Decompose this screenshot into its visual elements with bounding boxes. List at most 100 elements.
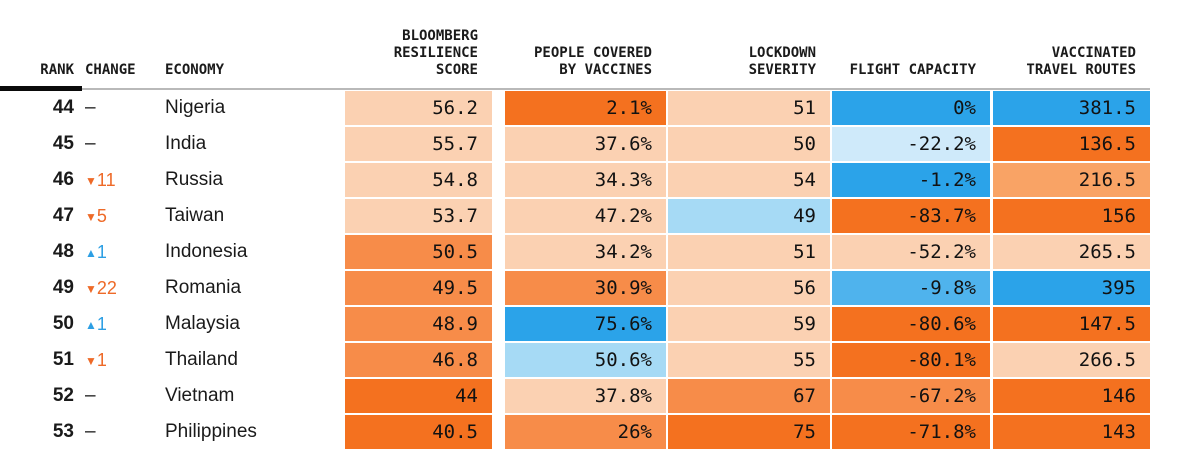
lockdown-severity-cell: 49: [668, 199, 830, 233]
economy-name: Malaysia: [165, 313, 240, 334]
lockdown-severity-cell: 56: [668, 271, 830, 305]
table-row: 47 ▼5 Taiwan 53.7 47.2% 49 -83.7% 156: [0, 198, 1200, 234]
change-cell: ▲1: [85, 234, 163, 270]
change-value: 22: [96, 278, 117, 298]
vaccines-coverage-cell: 34.3%: [505, 163, 666, 197]
vaccines-coverage-cell: 30.9%: [505, 271, 666, 305]
table-row: 51 ▼1 Thailand 46.8 50.6% 55 -80.1% 266.…: [0, 342, 1200, 378]
resilience-score-cell: 48.9: [345, 307, 492, 341]
change-cell: ▼1: [85, 342, 163, 378]
lockdown-severity-cell: 50: [668, 127, 830, 161]
change-direction-icon: ▼: [85, 174, 97, 188]
flight-capacity-cell: -71.8%: [832, 415, 990, 449]
change-cell: ▲1: [85, 306, 163, 342]
col-header-line: BY VACCINES: [559, 62, 652, 78]
travel-routes-cell: 266.5: [993, 343, 1150, 377]
col-header-line: VACCINATED: [1051, 45, 1136, 61]
resilience-score-cell: 54.8: [345, 163, 492, 197]
change-value: 5: [96, 206, 107, 226]
flight-capacity-cell: -67.2%: [832, 379, 990, 413]
lockdown-severity-cell: 67: [668, 379, 830, 413]
rank-value: 52: [52, 385, 74, 406]
change-value: 1: [96, 242, 107, 262]
change-direction-icon: ▲: [85, 318, 97, 332]
economy-name: Vietnam: [165, 385, 235, 406]
economy-name: Taiwan: [165, 205, 225, 226]
flight-capacity-cell: -22.2%: [832, 127, 990, 161]
col-header-line: LOCKDOWN: [748, 45, 816, 61]
flight-capacity-cell: -80.1%: [832, 343, 990, 377]
col-header-flight-capacity: FLIGHT CAPACITY: [832, 62, 976, 79]
flight-capacity-cell: -9.8%: [832, 271, 990, 305]
col-header-change: CHANGE: [85, 62, 136, 78]
table-row: 49 ▼22 Romania 49.5 30.9% 56 -9.8% 395: [0, 270, 1200, 306]
flight-capacity-cell: -52.2%: [832, 235, 990, 269]
lockdown-severity-cell: 54: [668, 163, 830, 197]
table-row: 48 ▲1 Indonesia 50.5 34.2% 51 -52.2% 265…: [0, 234, 1200, 270]
change-direction-icon: –: [85, 385, 96, 406]
table-row: 52 – Vietnam 44 37.8% 67 -67.2% 146: [0, 378, 1200, 414]
resilience-score-cell: 44: [345, 379, 492, 413]
rank-value: 50: [52, 313, 74, 334]
table-row: 44 – Nigeria 56.2 2.1% 51 0% 381.5: [0, 90, 1200, 126]
lockdown-severity-cell: 59: [668, 307, 830, 341]
change-cell: –: [85, 414, 163, 450]
lockdown-severity-cell: 75: [668, 415, 830, 449]
col-header-rank: RANK: [40, 62, 74, 78]
change-value: 1: [96, 350, 107, 370]
economy-name: India: [165, 133, 207, 154]
change-value: 1: [96, 314, 107, 334]
resilience-score-cell: 50.5: [345, 235, 492, 269]
change-direction-icon: ▲: [85, 246, 97, 260]
vaccines-coverage-cell: 75.6%: [505, 307, 666, 341]
travel-routes-cell: 156: [993, 199, 1150, 233]
lockdown-severity-cell: 55: [668, 343, 830, 377]
economy-name: Romania: [165, 277, 242, 298]
col-header-line: SEVERITY: [748, 62, 816, 78]
travel-routes-cell: 147.5: [993, 307, 1150, 341]
header-rule-black: [0, 86, 82, 91]
table-row: 46 ▼11 Russia 54.8 34.3% 54 -1.2% 216.5: [0, 162, 1200, 198]
table-body: 44 – Nigeria 56.2 2.1% 51 0% 381.5 45 – …: [0, 90, 1200, 450]
rank-value: 48: [52, 241, 74, 262]
economy-name: Nigeria: [165, 97, 226, 118]
col-header-line: RESILIENCE: [393, 45, 478, 61]
change-cell: ▼11: [85, 162, 163, 198]
change-direction-icon: –: [85, 421, 96, 442]
economy-name: Indonesia: [165, 241, 248, 262]
col-header-line: PEOPLE COVERED: [533, 45, 652, 61]
resilience-score-cell: 53.7: [345, 199, 492, 233]
change-direction-icon: ▼: [85, 282, 97, 296]
vaccines-coverage-cell: 47.2%: [505, 199, 666, 233]
col-header-lockdown: LOCKDOWN SEVERITY: [668, 45, 816, 79]
travel-routes-cell: 265.5: [993, 235, 1150, 269]
vaccines-coverage-cell: 2.1%: [505, 91, 666, 125]
flight-capacity-cell: 0%: [832, 91, 990, 125]
economy-name: Philippines: [165, 421, 257, 442]
change-cell: –: [85, 378, 163, 414]
rank-value: 46: [52, 169, 74, 190]
change-value: 11: [96, 170, 116, 190]
col-header-line: FLIGHT CAPACITY: [849, 62, 976, 78]
economy-name: Thailand: [165, 349, 238, 370]
col-header-line: SCORE: [435, 62, 478, 78]
travel-routes-cell: 381.5: [993, 91, 1150, 125]
change-direction-icon: ▼: [85, 210, 97, 224]
travel-routes-cell: 146: [993, 379, 1150, 413]
table-row: 50 ▲1 Malaysia 48.9 75.6% 59 -80.6% 147.…: [0, 306, 1200, 342]
rank-value: 53: [52, 421, 74, 442]
vaccines-coverage-cell: 26%: [505, 415, 666, 449]
rank-value: 45: [52, 133, 74, 154]
vaccines-coverage-cell: 37.8%: [505, 379, 666, 413]
table-row: 45 – India 55.7 37.6% 50 -22.2% 136.5: [0, 126, 1200, 162]
travel-routes-cell: 216.5: [993, 163, 1150, 197]
change-cell: ▼22: [85, 270, 163, 306]
travel-routes-cell: 395: [993, 271, 1150, 305]
lockdown-severity-cell: 51: [668, 91, 830, 125]
resilience-score-cell: 55.7: [345, 127, 492, 161]
resilience-score-cell: 49.5: [345, 271, 492, 305]
vaccines-coverage-cell: 34.2%: [505, 235, 666, 269]
vaccines-coverage-cell: 37.6%: [505, 127, 666, 161]
economy-name: Russia: [165, 169, 224, 190]
